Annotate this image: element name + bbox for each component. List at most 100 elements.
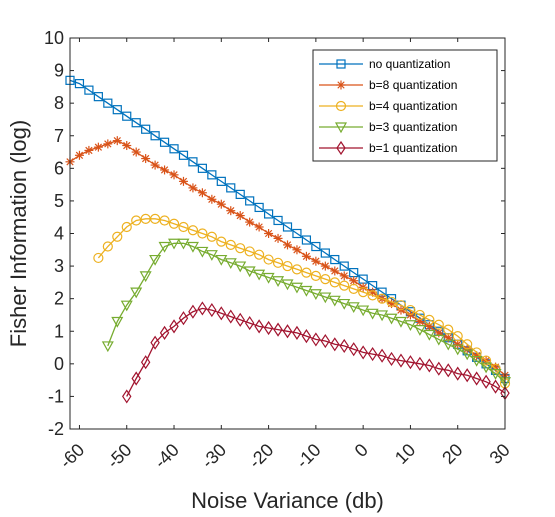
data-point [413, 325, 426, 336]
data-point [290, 282, 303, 294]
data-point [215, 254, 228, 266]
x-tick-label: -20 [245, 440, 278, 473]
data-point [320, 274, 331, 285]
y-axis-label: Fisher Information (log) [6, 120, 31, 347]
data-point [111, 316, 124, 328]
data-point [216, 306, 227, 321]
data-point [453, 339, 463, 349]
data-point [424, 358, 435, 373]
legend-label: b=1 quantization [369, 141, 457, 155]
data-point [320, 333, 331, 349]
data-point [103, 98, 113, 108]
x-tick-label: -50 [103, 440, 136, 473]
data-point [149, 254, 162, 266]
data-point [490, 379, 501, 394]
data-point [139, 271, 152, 283]
data-point [244, 316, 255, 331]
data-point [244, 246, 255, 257]
data-point [112, 105, 122, 115]
data-point [93, 92, 103, 102]
data-point [311, 256, 321, 266]
data-point [188, 304, 198, 319]
data-point [338, 298, 351, 310]
data-point [216, 236, 227, 247]
data-point [197, 228, 208, 239]
data-point [480, 362, 493, 374]
legend-entry: no quantization [319, 57, 450, 71]
data-point [216, 199, 226, 209]
data-point [187, 225, 199, 236]
data-point [283, 240, 292, 250]
data-point [358, 287, 369, 298]
data-point [112, 231, 123, 242]
data-point [159, 215, 170, 226]
data-point [442, 339, 455, 351]
data-point [205, 250, 218, 261]
data-point [339, 271, 349, 281]
data-point [168, 238, 181, 250]
data-point [120, 300, 133, 312]
data-point [301, 267, 312, 278]
data-point [377, 348, 387, 363]
data-point [330, 337, 340, 352]
data-point [292, 228, 302, 239]
y-tick-label: 4 [54, 224, 64, 244]
data-point [415, 356, 425, 371]
data-point [394, 316, 407, 328]
data-point [367, 290, 378, 301]
data-point [121, 221, 132, 233]
data-point [234, 261, 247, 273]
y-tick-label: 0 [54, 354, 64, 374]
data-point [272, 276, 285, 287]
y-tick-label: 9 [54, 61, 64, 81]
data-point [471, 371, 482, 386]
data-point [254, 249, 265, 260]
legend-label: no quantization [369, 57, 450, 71]
legend-label: b=8 quantization [369, 78, 457, 92]
data-point [158, 241, 171, 253]
data-point [141, 154, 151, 164]
data-point [339, 338, 349, 353]
y-tick-label: 8 [54, 93, 64, 113]
data-point [281, 279, 294, 291]
data-point [451, 344, 464, 356]
data-point [309, 289, 322, 301]
data-point [414, 309, 425, 321]
data-point [74, 79, 85, 89]
data-point [347, 302, 360, 314]
data-point [273, 322, 283, 337]
series-3 [93, 213, 511, 389]
y-tick-label: 10 [44, 28, 64, 48]
x-tick-label: 30 [486, 440, 514, 468]
data-point [396, 353, 406, 368]
legend-marker [336, 59, 346, 69]
data-point [74, 150, 84, 160]
data-point [310, 270, 321, 281]
y-tick-label: 6 [54, 158, 64, 178]
data-point [226, 206, 236, 216]
data-point [235, 312, 245, 327]
data-point [443, 363, 453, 378]
data-point [405, 355, 416, 370]
data-point [452, 331, 463, 342]
data-point [186, 241, 199, 253]
data-point [159, 137, 170, 147]
data-point [462, 368, 472, 383]
x-tick-label: -10 [292, 440, 325, 473]
data-point [197, 188, 207, 198]
data-point [103, 139, 113, 149]
data-point [243, 266, 256, 278]
legend-label: b=3 quantization [369, 120, 457, 134]
data-point [349, 276, 359, 286]
data-point [443, 324, 454, 335]
data-point [462, 339, 473, 350]
data-point [301, 329, 312, 344]
data-point [262, 272, 275, 284]
legend-marker [334, 122, 348, 134]
data-point [376, 293, 388, 304]
data-point [339, 261, 349, 271]
y-tick-label: -2 [48, 419, 64, 439]
data-point [150, 335, 160, 350]
y-tick-label: 7 [54, 126, 64, 146]
data-point [235, 243, 246, 254]
